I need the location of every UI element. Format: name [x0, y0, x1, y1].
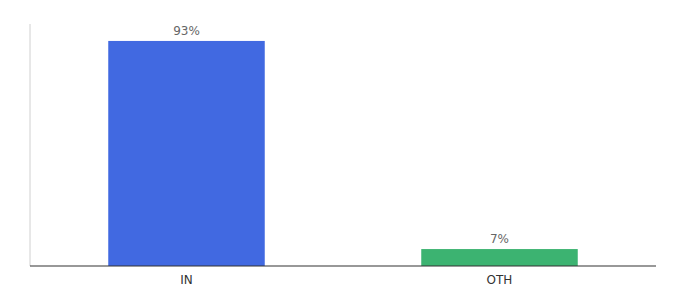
- y-axis-line: [30, 24, 31, 266]
- x-tick-label: OTH: [487, 273, 513, 287]
- chart: IN OTH 93% 7%: [0, 0, 680, 300]
- bars: [108, 41, 578, 266]
- data-label: 93%: [173, 24, 200, 38]
- bar: [108, 41, 265, 266]
- bar: [421, 249, 578, 266]
- chart-container: IN OTH 93% 7%: [0, 0, 680, 300]
- x-tick-label: IN: [180, 273, 193, 287]
- data-label: 7%: [490, 232, 509, 246]
- x-axis-line: [30, 265, 656, 266]
